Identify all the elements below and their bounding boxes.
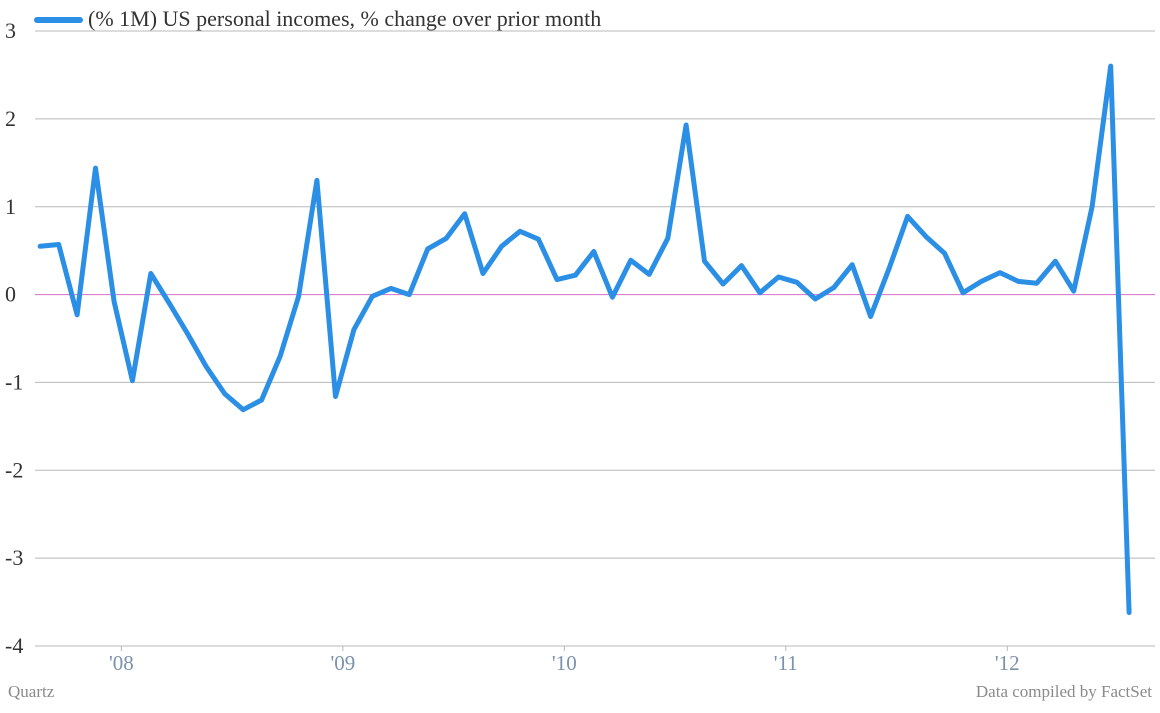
x-tick-label: '12 [995, 651, 1020, 675]
source-right: Data compiled by FactSet [976, 682, 1152, 701]
y-tick-label: 2 [5, 106, 16, 131]
y-tick-label: 0 [5, 282, 16, 307]
x-tick-label: '11 [774, 651, 798, 675]
y-tick-label: 3 [5, 18, 16, 43]
x-tick-label: '09 [330, 651, 355, 675]
legend-label: (% 1M) US personal incomes, % change ove… [88, 6, 601, 31]
y-tick-label: -1 [5, 369, 23, 394]
x-tick-label: '10 [552, 651, 577, 675]
y-tick-label: 1 [5, 194, 16, 219]
y-tick-label: -2 [5, 457, 23, 482]
source-left: Quartz [8, 682, 55, 701]
line-series [37, 63, 1132, 616]
y-tick-label: -4 [5, 633, 23, 658]
x-tick-label: '08 [109, 651, 134, 675]
y-tick-label: -3 [5, 545, 23, 570]
